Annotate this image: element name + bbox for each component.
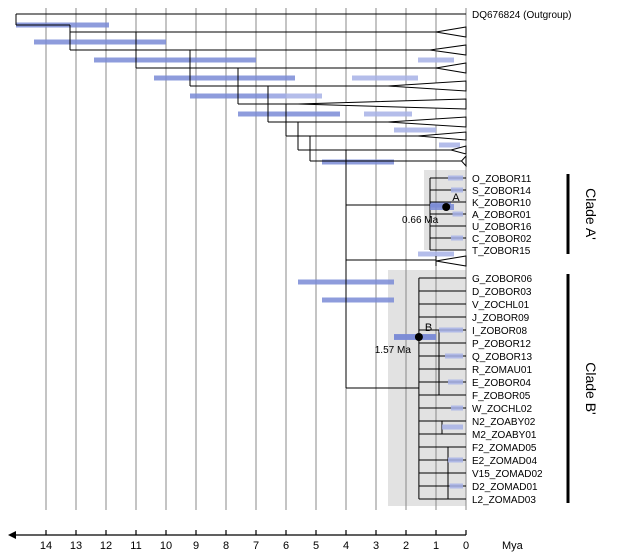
tip-label: O_ZOBOR11 bbox=[472, 174, 532, 185]
tip-label: Q_ZOBOR13 bbox=[472, 352, 532, 363]
axis-label: Mya bbox=[502, 540, 524, 552]
node-hpd-bar bbox=[430, 204, 454, 210]
hpd-bar bbox=[418, 58, 454, 63]
calibration-node-A bbox=[442, 203, 450, 211]
tip-label: D_ZOBOR03 bbox=[472, 287, 532, 298]
tip-label: G_ZOBOR06 bbox=[472, 274, 532, 285]
hpd-bar bbox=[238, 112, 340, 117]
calibration-label: B bbox=[425, 322, 432, 334]
hpd-bar bbox=[442, 425, 463, 430]
outgroup-label: DQ676824 (Outgroup) bbox=[472, 10, 572, 21]
calibration-age: 0.66 Ma bbox=[402, 215, 439, 226]
tip-label: T_ZOBOR15 bbox=[472, 246, 531, 257]
tip-label: J_ZOBOR09 bbox=[472, 313, 530, 324]
clade-title: Clade A' bbox=[583, 188, 599, 240]
axis-tick-label: 10 bbox=[160, 540, 172, 552]
collapsed-clade bbox=[436, 63, 466, 73]
axis-tick-label: 3 bbox=[373, 540, 379, 552]
collapsed-clade bbox=[436, 27, 466, 37]
tip-label: F_ZOBOR05 bbox=[472, 391, 531, 402]
axis-tick-label: 1 bbox=[433, 540, 439, 552]
tip-label: L2_ZOMAD03 bbox=[472, 495, 536, 506]
tip-label: W_ZOCHL02 bbox=[472, 404, 532, 415]
tip-label: E_ZOBOR04 bbox=[472, 378, 531, 389]
collapsed-clade bbox=[462, 156, 467, 166]
phylo-time-tree: A 0.66 Ma B 1.57 Ma DQ676824 (Outgroup) O_ZOB… bbox=[0, 0, 642, 555]
hpd-bar bbox=[448, 458, 463, 463]
hpd-bar bbox=[322, 298, 394, 303]
tip-label: S_ZOBOR14 bbox=[472, 186, 531, 197]
collapsed-clade bbox=[298, 99, 466, 109]
hpd-bar bbox=[94, 58, 256, 63]
hpd-bar bbox=[439, 143, 460, 148]
hpd-bar bbox=[448, 176, 463, 181]
axis-tick-label: 7 bbox=[253, 540, 259, 552]
axis-tick-label: 13 bbox=[70, 540, 82, 552]
tip-label: I_ZOBOR08 bbox=[472, 326, 527, 337]
axis-tick-label: 4 bbox=[343, 540, 349, 552]
calibration-label: A bbox=[452, 192, 460, 204]
tip-label: E2_ZOMAD04 bbox=[472, 456, 537, 467]
hpd-bar bbox=[445, 354, 463, 359]
tip-label: P_ZOBOR12 bbox=[472, 339, 531, 350]
hpd-bar bbox=[451, 236, 463, 241]
hpd-bar bbox=[439, 328, 463, 333]
clade-title: Clade B' bbox=[583, 362, 599, 414]
axis-tick-label: 6 bbox=[283, 540, 289, 552]
collapsed-clade bbox=[388, 81, 466, 91]
calibration-age: 1.57 Ma bbox=[375, 345, 412, 356]
hpd-bar bbox=[448, 380, 463, 385]
axis-tick-label: 12 bbox=[100, 540, 112, 552]
axis-tick-label: 8 bbox=[223, 540, 229, 552]
hpd-bar bbox=[450, 484, 464, 489]
hpd-bar bbox=[352, 76, 418, 81]
tip-label: M2_ZOABY01 bbox=[472, 430, 537, 441]
tip-label: D2_ZOMAD01 bbox=[472, 482, 538, 493]
calibration-node-B bbox=[415, 333, 423, 341]
hpd-bar bbox=[268, 94, 322, 99]
hpd-bar bbox=[418, 252, 454, 257]
tip-label: N2_ZOABY02 bbox=[472, 417, 536, 428]
collapsed-clade bbox=[436, 256, 466, 266]
axis-tick-label: 2 bbox=[403, 540, 409, 552]
hpd-bar bbox=[154, 76, 295, 81]
tip-label: V_ZOCHL01 bbox=[472, 300, 530, 311]
hpd-bar bbox=[322, 160, 394, 165]
tip-label: A_ZOBOR01 bbox=[472, 210, 531, 221]
tip-label: U_ZOBOR16 bbox=[472, 222, 532, 233]
hpd-bar bbox=[451, 406, 463, 411]
axis-tick-label: 5 bbox=[313, 540, 319, 552]
axis-tick-label: 9 bbox=[193, 540, 199, 552]
hpd-bar bbox=[364, 112, 412, 117]
hpd-bar bbox=[453, 212, 464, 217]
axis-tick-label: 14 bbox=[40, 540, 52, 552]
collapsed-clade bbox=[418, 132, 466, 140]
hpd-bar bbox=[34, 40, 166, 45]
collapsed-clade bbox=[430, 45, 466, 55]
tip-label: K_ZOBOR10 bbox=[472, 198, 531, 209]
hpd-bar bbox=[394, 128, 436, 133]
axis-arrow bbox=[8, 531, 16, 539]
axis-tick-label: 11 bbox=[130, 540, 141, 552]
collapsed-clade bbox=[388, 117, 466, 127]
tip-label: F2_ZOMAD05 bbox=[472, 443, 537, 454]
axis-tick-label: 0 bbox=[463, 540, 469, 552]
tip-label: V15_ZOMAD02 bbox=[472, 469, 543, 480]
tip-label: R_ZOMAU01 bbox=[472, 365, 532, 376]
tip-label: C_ZOBOR02 bbox=[472, 234, 532, 245]
